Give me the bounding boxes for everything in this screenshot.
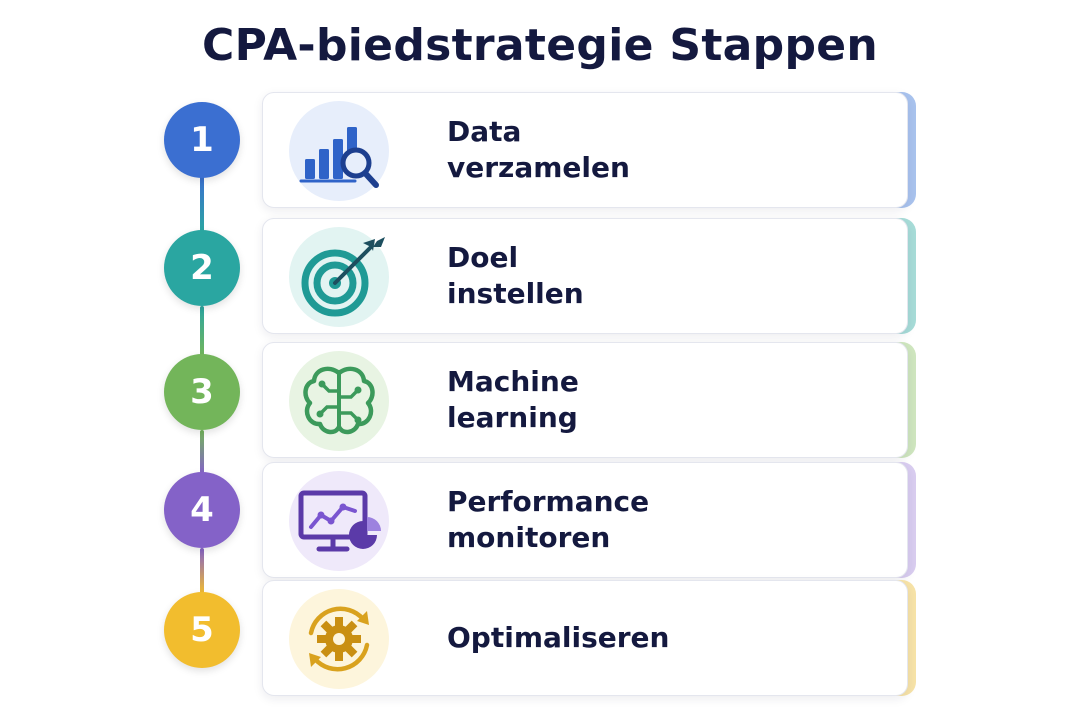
step-2-label-box: Doel instellen	[447, 219, 887, 333]
step-1-icon-bg	[289, 101, 389, 201]
step-5-label: Optimaliseren	[447, 621, 670, 655]
step-4-badge: 4	[164, 472, 240, 548]
step-2-card: Doel instellen	[262, 218, 916, 334]
step-4-card: Performance monitoren	[262, 462, 916, 578]
step-4-icon-bg	[289, 471, 389, 571]
step-2-badge: 2	[164, 230, 240, 306]
step-1-number: 1	[190, 120, 214, 160]
step-4-number: 4	[190, 490, 214, 530]
step-3-label: Machine learning	[447, 365, 579, 434]
step-5-label-box: Optimaliseren	[447, 581, 887, 695]
step-4-label: Performance monitoren	[447, 485, 650, 554]
step-3-icon-bg	[289, 351, 389, 451]
monitor-chart-icon	[298, 490, 381, 552]
step-1-label-box: Data verzamelen	[447, 93, 887, 207]
step-3-number: 3	[190, 372, 214, 412]
step-3-card: Machine learning	[262, 342, 916, 458]
step-5-icon-bg	[289, 589, 389, 689]
step-3-label-box: Machine learning	[447, 343, 887, 457]
step-5-card: Optimaliseren	[262, 580, 916, 696]
bar-chart-magnifier-icon	[299, 127, 379, 188]
brain-circuit-icon	[303, 366, 375, 435]
step-5-number: 5	[190, 610, 214, 650]
connector-4-5	[200, 548, 204, 594]
step-4-label-box: Performance monitoren	[447, 463, 887, 577]
step-2-label: Doel instellen	[447, 241, 584, 310]
gear-cycle-icon	[308, 606, 370, 672]
connector-2-3	[200, 306, 204, 356]
step-2-number: 2	[190, 248, 214, 288]
step-3-badge: 3	[164, 354, 240, 430]
step-5-badge: 5	[164, 592, 240, 668]
target-arrow-icon	[301, 237, 385, 317]
connector-1-2	[200, 176, 204, 232]
step-1-badge: 1	[164, 102, 240, 178]
step-1-card: Data verzamelen	[262, 92, 916, 208]
connector-3-4	[200, 430, 204, 474]
step-1-label: Data verzamelen	[447, 115, 630, 184]
step-2-icon-bg	[289, 227, 389, 327]
diagram-title: CPA-biedstrategie Stappen	[201, 20, 879, 71]
